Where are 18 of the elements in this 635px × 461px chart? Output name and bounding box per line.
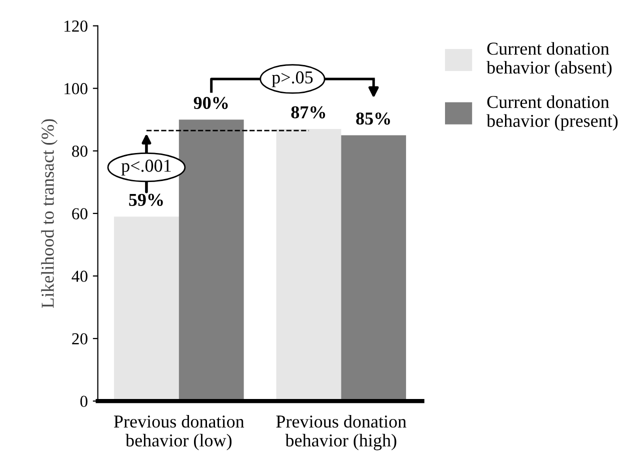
y-tick-label: 120	[64, 20, 88, 32]
x-tick-label: Previous donation behavior (low)	[114, 414, 244, 450]
data-label: 90%	[194, 96, 228, 110]
y-tick-label: 80	[72, 146, 88, 157]
y-tick-label: 100	[64, 83, 88, 94]
data-label: 87%	[291, 106, 326, 118]
x-tick-label: Previous donation behavior (high)	[276, 414, 406, 450]
y-axis-title: Likelihood to transact (%)	[41, 119, 58, 308]
annotation: p>.05	[272, 71, 313, 88]
y-tick-label: 20	[72, 333, 88, 344]
legend-label: Current donation behavior (absent)	[486, 42, 612, 78]
data-label: 59%	[129, 194, 163, 206]
annotation: p<.001	[121, 160, 171, 176]
y-tick-label: 60	[72, 208, 88, 220]
data-label: 85%	[356, 112, 390, 125]
y-tick-label: 0	[80, 396, 88, 408]
legend-label: Current donation behavior (present)	[486, 95, 618, 131]
y-tick-label: 40	[72, 270, 88, 282]
